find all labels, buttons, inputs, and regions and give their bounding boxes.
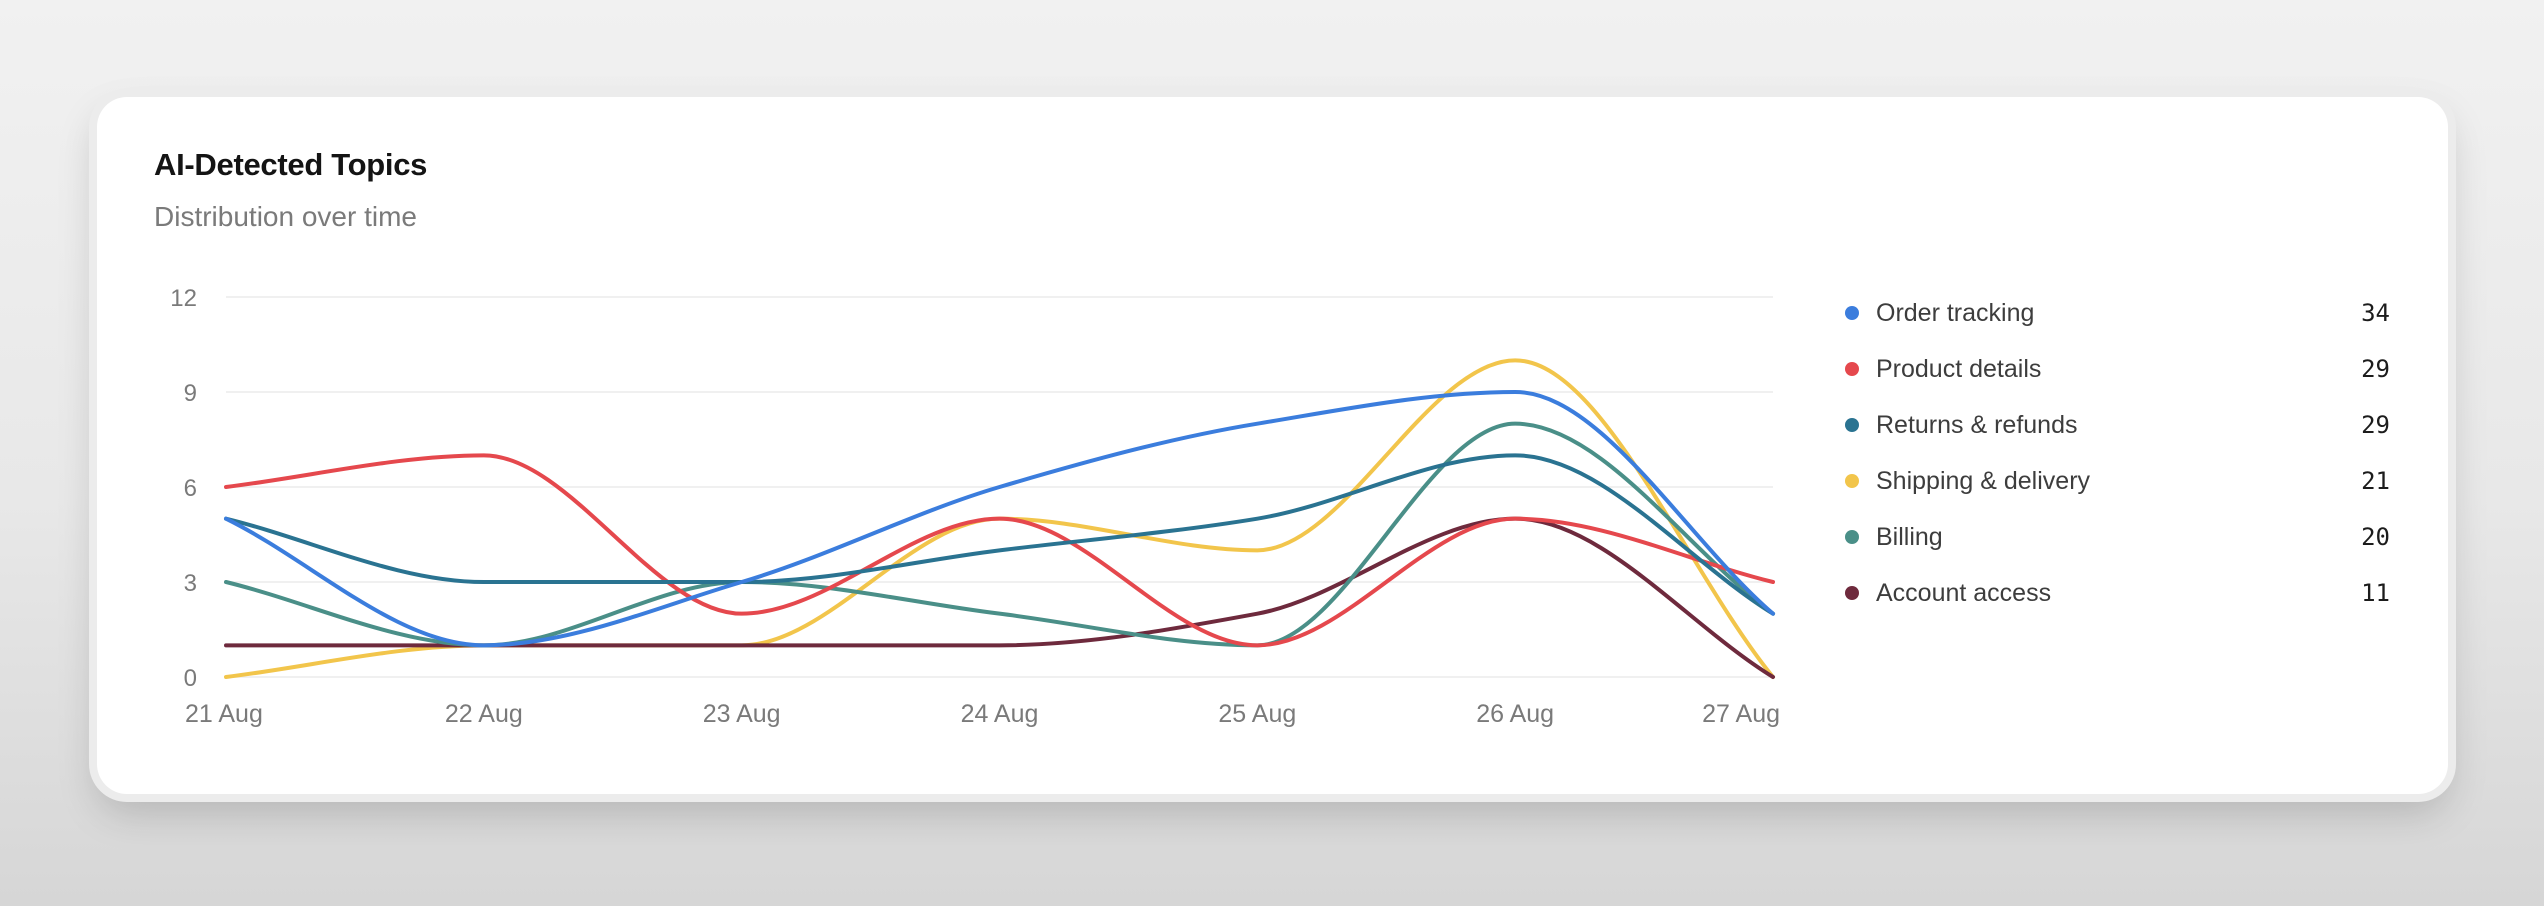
y-tick-label: 6 [184,475,197,502]
series-line-order-tracking [224,390,1775,648]
y-tick-label: 0 [184,665,197,692]
legend-dot [1845,362,1859,376]
legend-item-returns-refunds[interactable]: Returns & refunds 29 [1845,397,2390,453]
x-tick-label: 21 Aug [185,700,263,728]
legend-value: 21 [2361,467,2390,495]
series-line-returns-refunds [224,453,1775,616]
y-tick-label: 12 [170,285,197,312]
y-tick-label: 9 [184,380,197,407]
series-line-account-access [224,516,1775,679]
legend-item-billing[interactable]: Billing 20 [1845,509,2390,565]
y-tick-label: 3 [184,570,197,597]
x-axis-ticks: 21 Aug 22 Aug 23 Aug 24 Aug 25 Aug 26 Aug 27 A… [185,700,1780,728]
legend-label: Billing [1876,522,1943,551]
x-tick-label: 24 Aug [961,700,1039,728]
legend-label: Returns & refunds [1876,410,2078,439]
legend-dot [1845,418,1859,432]
x-tick-label: 23 Aug [703,700,781,728]
series-lines [224,358,1775,679]
legend-dot [1845,530,1859,544]
legend-item-order-tracking[interactable]: Order tracking 34 [1845,285,2390,341]
card-title: AI-Detected Topics [154,147,428,182]
legend-dot [1845,306,1859,320]
chart-legend: Order tracking 34 Product details 29 Returns… [1845,285,2390,621]
legend-value: 34 [2361,299,2390,327]
line-chart: 0 3 6 9 12 21 Aug 22 Aug 23 Aug 24 Aug 25 Aug 26 … [170,285,1780,728]
legend-dot [1845,586,1859,600]
legend-label: Product details [1876,354,2042,383]
series-line-product-details [224,453,1775,648]
legend-value: 29 [2361,411,2390,439]
legend-dot [1845,474,1859,488]
legend-item-shipping-delivery[interactable]: Shipping & delivery 21 [1845,453,2390,509]
legend-value: 11 [2361,579,2390,607]
legend-item-account-access[interactable]: Account access 11 [1845,565,2390,621]
legend-label: Account access [1876,578,2052,607]
x-tick-label: 27 Aug [1702,700,1780,728]
x-tick-label: 25 Aug [1218,700,1296,728]
y-axis-ticks: 0 3 6 9 12 [170,285,197,692]
card-subtitle: Distribution over time [154,201,417,232]
legend-label: Shipping & delivery [1876,466,2091,495]
legend-value: 20 [2361,523,2390,551]
x-tick-label: 26 Aug [1476,700,1554,728]
legend-item-product-details[interactable]: Product details 29 [1845,341,2390,397]
legend-label: Order tracking [1876,298,2035,327]
topics-card: AI-Detected Topics Distribution over tim… [97,97,2448,794]
legend-value: 29 [2361,355,2390,383]
x-tick-label: 22 Aug [445,700,523,728]
